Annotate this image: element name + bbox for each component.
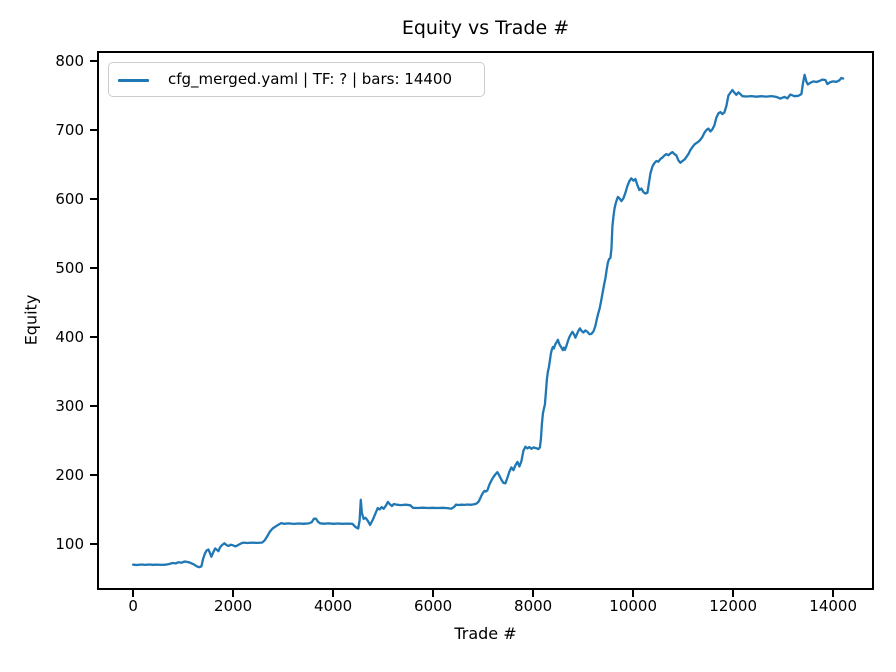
legend-line-sample: [118, 79, 149, 82]
y-tick-mark: [90, 542, 97, 545]
x-tick-mark: [232, 590, 235, 597]
y-tick-mark: [90, 197, 97, 200]
y-tick-mark: [90, 404, 97, 407]
y-tick-label: 700: [55, 121, 84, 139]
x-tick-label: 0: [128, 597, 138, 615]
x-tick-label: 8000: [514, 597, 553, 615]
x-tick-mark: [332, 590, 335, 597]
plot-area: [97, 51, 874, 590]
y-tick-label: 500: [55, 258, 84, 277]
y-tick-mark: [90, 266, 97, 269]
y-tick-mark: [90, 335, 97, 338]
x-tick-mark: [532, 590, 535, 597]
x-tick-mark: [432, 590, 435, 597]
y-tick-label: 200: [55, 465, 84, 484]
x-tick-label: 12000: [709, 597, 757, 615]
x-tick-label: 14000: [809, 597, 857, 615]
y-tick-label: 800: [55, 52, 84, 70]
x-tick-label: 4000: [314, 597, 353, 615]
x-tick-mark: [832, 590, 835, 597]
legend: cfg_merged.yaml | TF: ? | bars: 14400: [108, 62, 485, 97]
y-tick-label: 100: [55, 534, 84, 553]
x-axis-label: Trade #: [454, 624, 517, 643]
y-tick-mark: [90, 129, 97, 131]
y-axis-label: Equity: [21, 294, 41, 346]
x-tick-mark: [132, 590, 135, 597]
y-tick-mark: [90, 473, 97, 476]
equity-curve: [131, 73, 845, 569]
legend-entry-label: cfg_merged.yaml | TF: ? | bars: 14400: [168, 70, 453, 88]
chart-title: Equity vs Trade #: [401, 17, 570, 39]
x-tick-label: 10000: [609, 597, 657, 615]
y-tick-label: 600: [55, 189, 84, 208]
x-tick-label: 6000: [414, 597, 453, 615]
y-tick-label: 400: [55, 327, 84, 346]
plot-spines: [97, 51, 874, 590]
x-tick-mark: [632, 590, 635, 597]
x-tick-label: 2000: [214, 597, 253, 615]
y-tick-label: 300: [55, 396, 84, 415]
y-tick-mark: [90, 60, 97, 62]
x-tick-mark: [732, 590, 735, 597]
